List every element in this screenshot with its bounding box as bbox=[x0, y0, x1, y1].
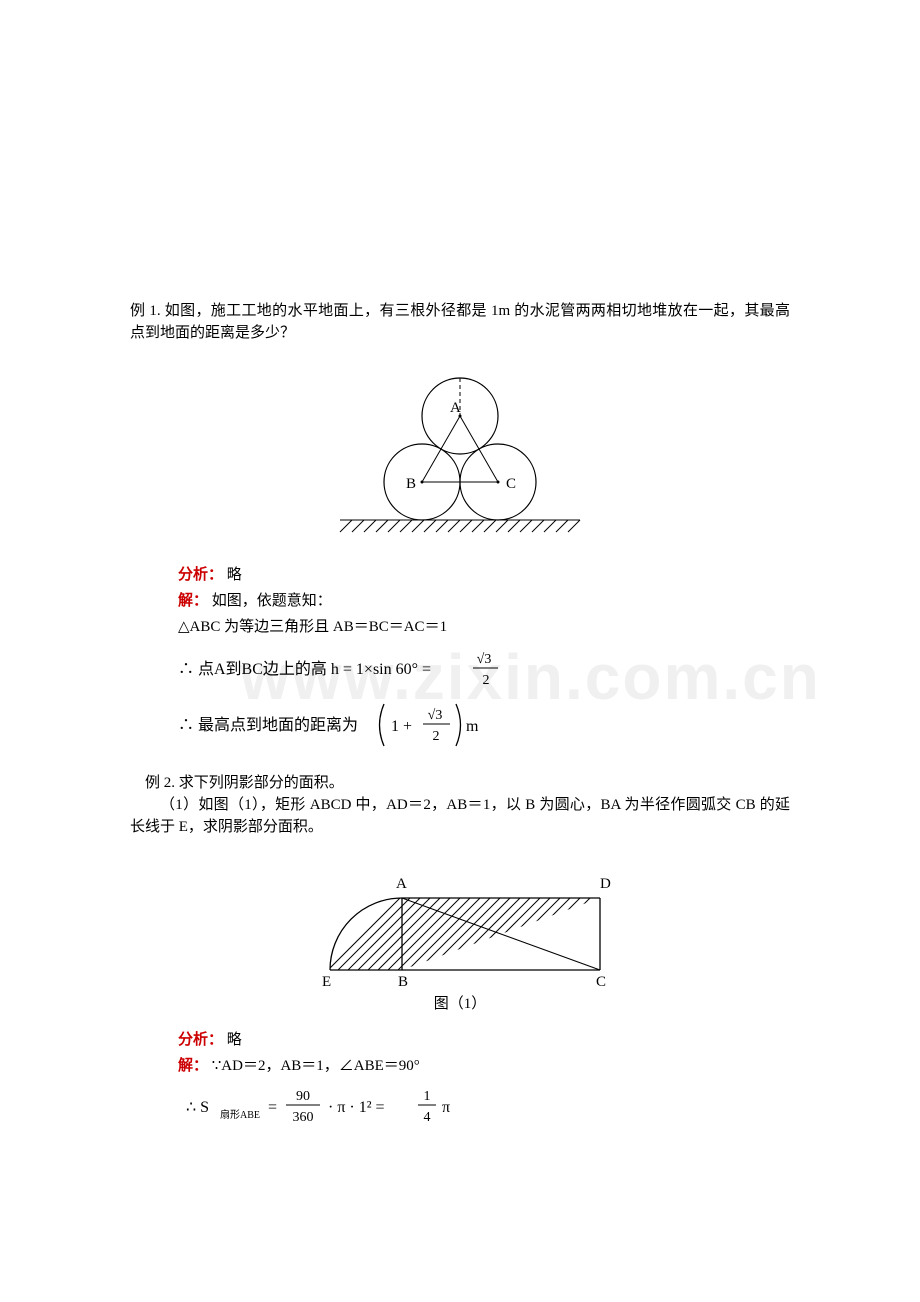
solve-label: 解： bbox=[178, 593, 208, 609]
svg-text:√3: √3 bbox=[477, 652, 492, 667]
ex1-figure: A B C bbox=[310, 372, 610, 542]
svg-text:π: π bbox=[442, 1099, 450, 1116]
ex2-figure-wrap: A B C D E 图（1） bbox=[130, 858, 790, 1013]
ex2-label-b: B bbox=[398, 974, 408, 988]
ex1-final-eq: ∴ 最高点到地面的距离为 1 + √3 2 m bbox=[178, 700, 538, 750]
svg-text:· π · 1² =: · π · 1² = bbox=[328, 1099, 385, 1116]
svg-text:√3: √3 bbox=[428, 708, 443, 723]
analysis-body-2: 略 bbox=[227, 1032, 242, 1048]
ex1-step0: 如图，依题意知： bbox=[212, 593, 332, 609]
svg-text:4: 4 bbox=[424, 1110, 431, 1125]
svg-text:1: 1 bbox=[424, 1089, 431, 1104]
svg-text:360: 360 bbox=[293, 1110, 314, 1125]
svg-text:=: = bbox=[268, 1099, 277, 1116]
solve-label-2: 解： bbox=[178, 1058, 208, 1074]
ex1-step1: △ABC 为等边三角形且 AB＝BC＝AC＝1 bbox=[178, 614, 790, 640]
ex2-label-e: E bbox=[322, 974, 331, 988]
ex1-solution: 分析： 略 解： 如图，依题意知： △ABC 为等边三角形且 AB＝BC＝AC＝… bbox=[130, 562, 790, 750]
analysis-label: 分析： bbox=[178, 567, 223, 583]
ex1-label-c: C bbox=[506, 476, 516, 492]
svg-text:∴ 点A到BC边上的高 h = 1×sin 60° =: ∴ 点A到BC边上的高 h = 1×sin 60° = bbox=[178, 660, 431, 678]
ex2-figure: A B C D E bbox=[290, 858, 630, 988]
ex2-solution: 分析： 略 解： ∵AD＝2，AB＝1，∠ABE＝90° ∴ S 扇形ABE =… bbox=[130, 1027, 790, 1129]
svg-text:∴ 最高点到地面的距离为: ∴ 最高点到地面的距离为 bbox=[178, 716, 358, 734]
svg-text:2: 2 bbox=[483, 673, 490, 688]
analysis-body: 略 bbox=[227, 567, 242, 583]
ex1-label-a: A bbox=[450, 400, 461, 416]
svg-text:扇形ABE: 扇形ABE bbox=[220, 1108, 260, 1121]
svg-text:m: m bbox=[466, 718, 479, 735]
svg-text:1 +: 1 + bbox=[391, 718, 412, 735]
ex2-problem-lead: 例 2. 求下列阴影部分的面积。 bbox=[130, 772, 790, 794]
ex2-problem-body: （1）如图（1），矩形 ABCD 中，AD＝2，AB＝1，以 B 为圆心，BA … bbox=[130, 794, 790, 838]
ex2-label-a: A bbox=[396, 876, 407, 892]
svg-text:90: 90 bbox=[296, 1089, 310, 1104]
ex2-area-eq: ∴ S 扇形ABE = 90 360 · π · 1² = 1 4 π bbox=[178, 1083, 538, 1129]
ex1-problem: 例 1. 如图，施工工地的水平地面上，有三根外径都是 1m 的水泥管两两相切地堆… bbox=[130, 300, 790, 344]
ex1-figure-wrap: A B C bbox=[130, 372, 790, 542]
ex2-label-d: D bbox=[600, 876, 611, 892]
analysis-label-2: 分析： bbox=[178, 1032, 223, 1048]
ex2-given: ∵AD＝2，AB＝1，∠ABE＝90° bbox=[212, 1058, 420, 1074]
svg-text:2: 2 bbox=[433, 729, 440, 744]
page-content: 例 1. 如图，施工工地的水平地面上，有三根外径都是 1m 的水泥管两两相切地堆… bbox=[130, 300, 790, 1129]
ex1-height-eq: ∴ 点A到BC边上的高 h = 1×sin 60° = √3 2 bbox=[178, 646, 538, 690]
svg-text:∴ S: ∴ S bbox=[186, 1099, 209, 1116]
ex1-label-b: B bbox=[406, 476, 416, 492]
ex2-fig-caption: 图（1） bbox=[434, 992, 487, 1013]
ex2-label-c: C bbox=[596, 974, 606, 988]
